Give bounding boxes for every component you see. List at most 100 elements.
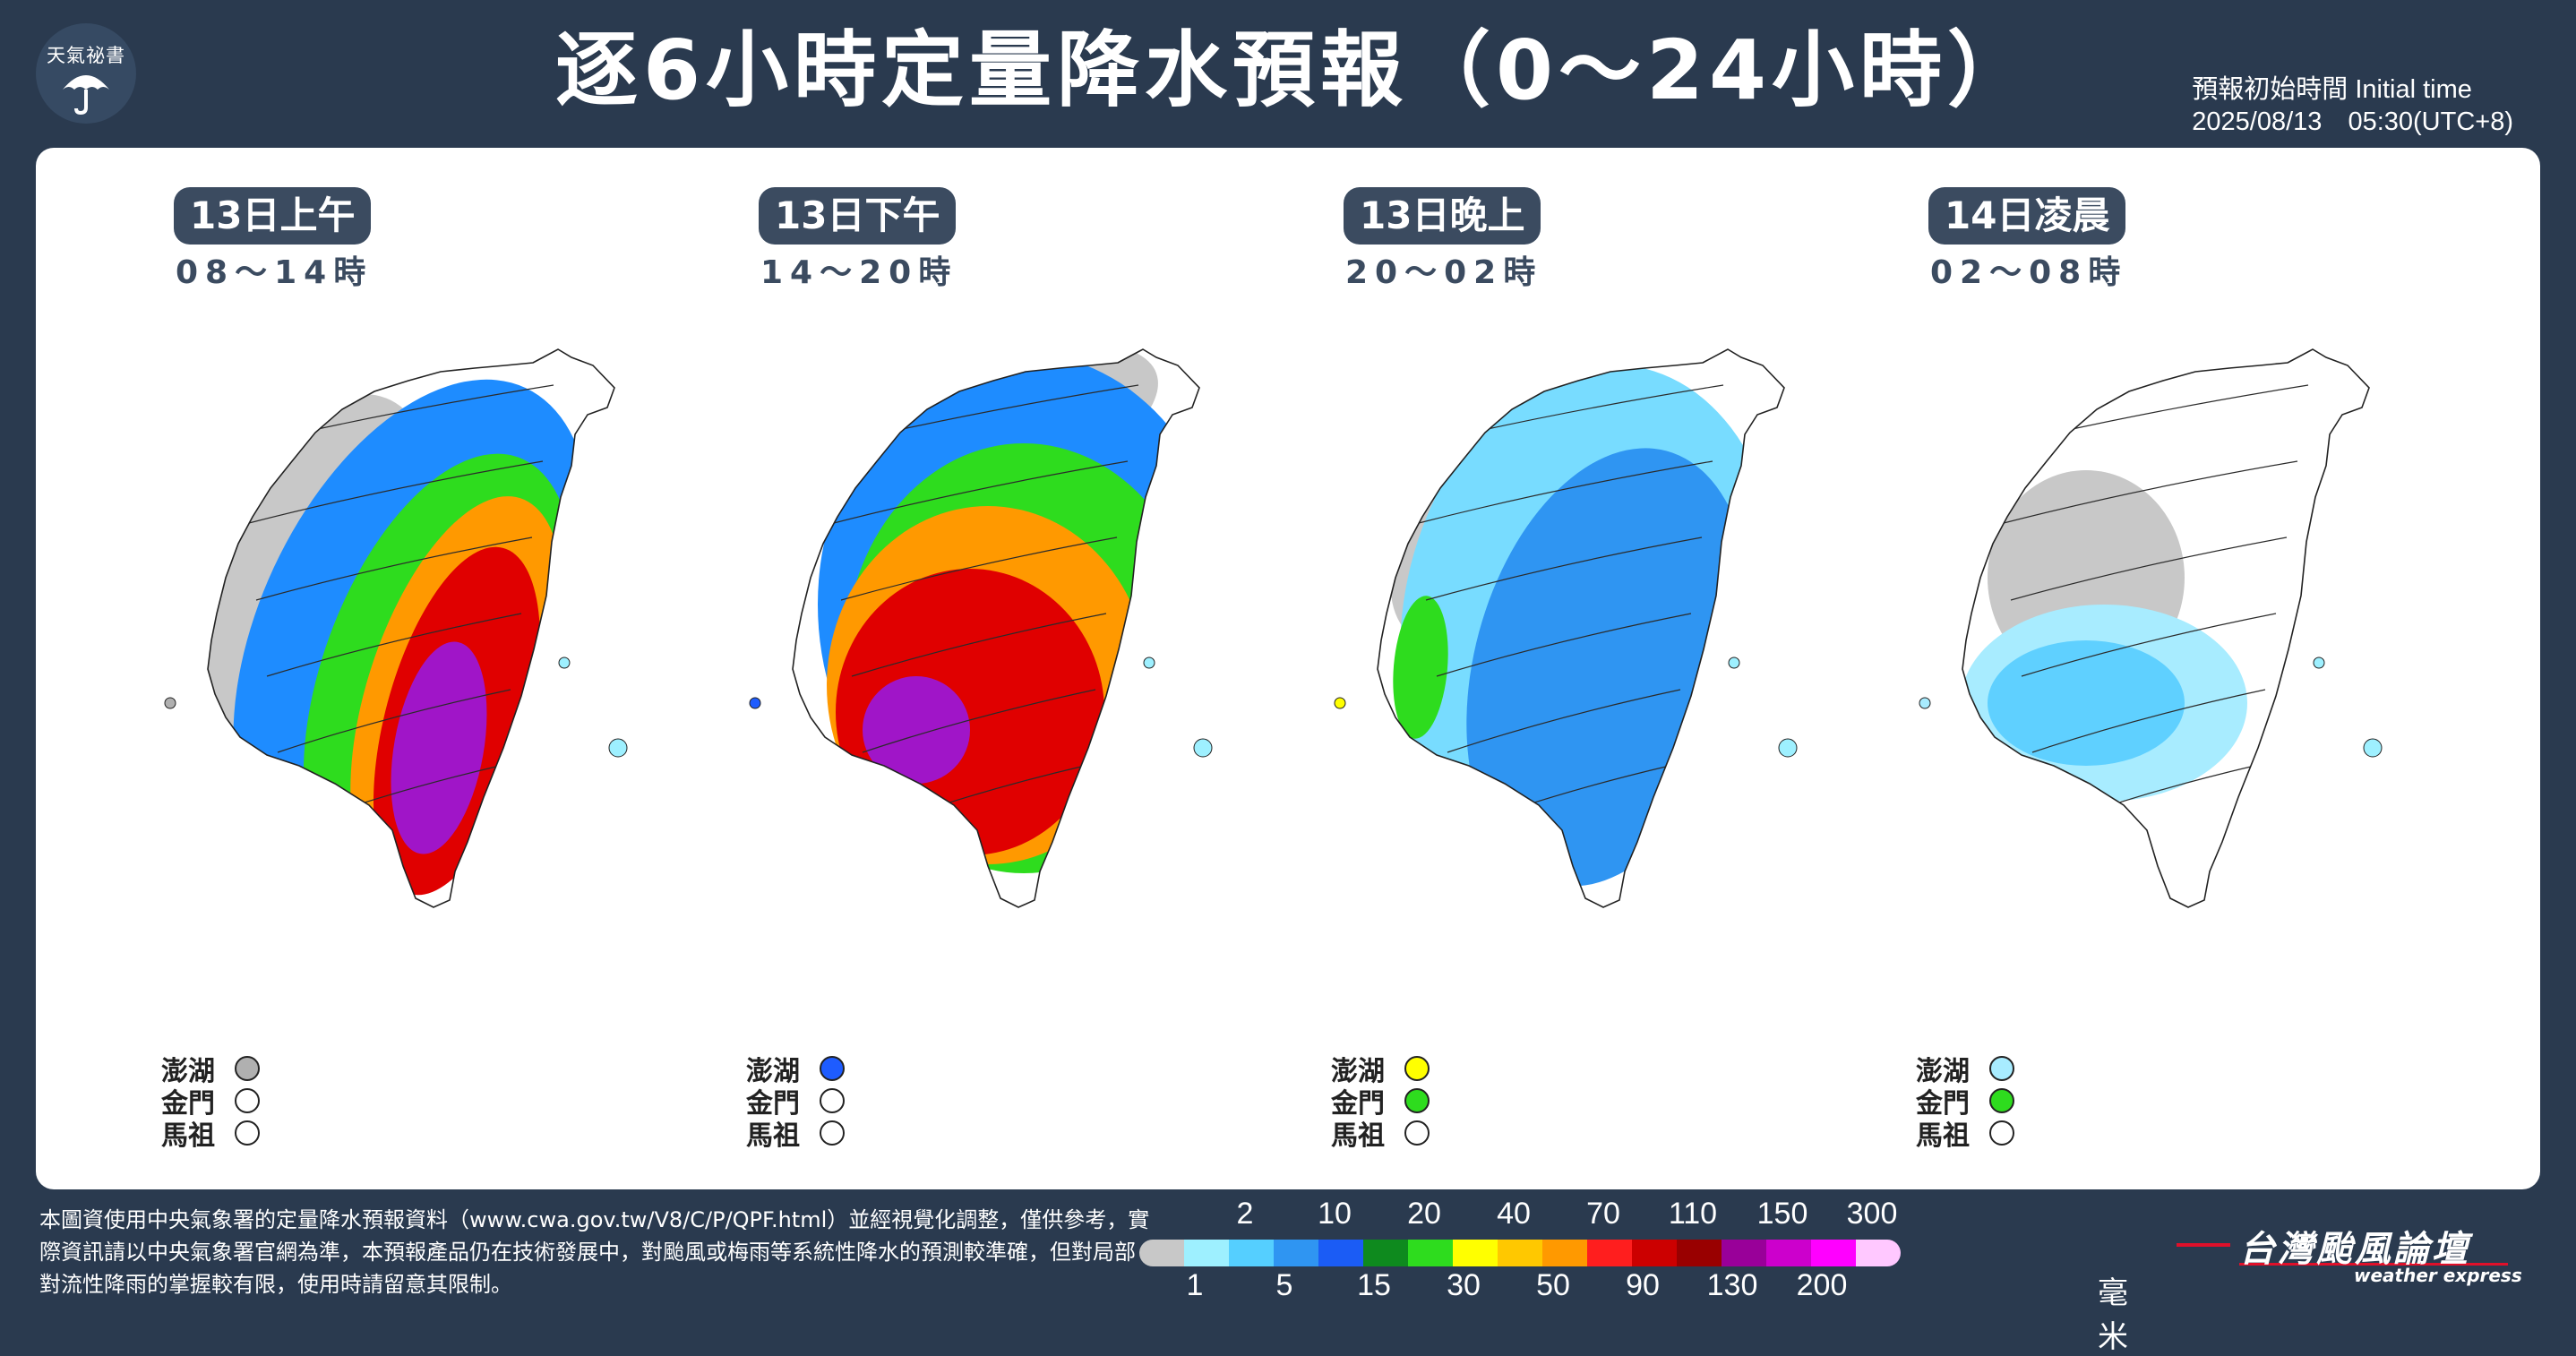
legend-swatch: [1632, 1240, 1677, 1266]
legend-swatch: [1453, 1240, 1498, 1266]
legend-swatch: [1274, 1240, 1318, 1266]
county-border: [808, 349, 1150, 373]
initial-time-label: 預報初始時間 Initial time: [2192, 75, 2472, 104]
legend-swatch: [1184, 1240, 1229, 1266]
legend-tick-top: 20: [1407, 1197, 1441, 1231]
county-border: [245, 460, 544, 525]
county-border: [829, 460, 1129, 525]
offshore-island: [749, 697, 761, 709]
legend-swatch: [1677, 1240, 1722, 1266]
island-rain-dot: [1989, 1088, 2014, 1113]
offshore-island: [1334, 697, 1346, 709]
offshore-island: [558, 657, 571, 669]
county-border: [255, 536, 533, 601]
time-range: 14～20時: [760, 254, 958, 291]
island-rain-dot: [1404, 1120, 1430, 1146]
legend-swatch: [1139, 1240, 1184, 1266]
brand-logo: 台灣颱風論壇 weather express: [2177, 1214, 2553, 1295]
forecast-panel-2: 13日下午 14～20時 澎湖 金門 馬祖: [648, 148, 1230, 1189]
island-name: 金門: [161, 1088, 215, 1120]
period-label: 13日上午: [174, 187, 372, 245]
island-row: 澎湖: [1916, 1052, 2014, 1087]
legend-tick-top: 150: [1756, 1197, 1808, 1231]
county-border: [840, 536, 1118, 601]
legend-color-bar: [1139, 1240, 1901, 1266]
forecast-panel-3: 13日晚上 20～02時 澎湖 金門 馬祖: [1232, 148, 1815, 1189]
island-rain-dot: [235, 1056, 260, 1081]
legend-tick-bottom: 130: [1706, 1268, 1758, 1302]
taiwan-rainfall-map: [1334, 348, 1798, 908]
island-name: 馬祖: [746, 1120, 800, 1152]
island-row: 馬祖: [1916, 1117, 2014, 1152]
header: 天氣祕書 逐6小時定量降水預報（0～24小時） 預報初始時間 Initial t…: [0, 0, 2576, 148]
island-row: 金門: [1331, 1085, 1430, 1120]
footer: 本圖資使用中央氣象署的定量降水預報資料（www.cwa.gov.tw/V8/C/…: [0, 1189, 2576, 1355]
taiwan-rainfall-map: [164, 348, 628, 908]
legend-swatch: [1229, 1240, 1274, 1266]
legend-tick-bottom: 30: [1447, 1268, 1481, 1302]
legend-unit: 毫米: [2098, 1275, 2128, 1355]
taiwan-rainfall-map: [1919, 348, 2383, 908]
county-border: [1414, 460, 1713, 525]
coastline: [792, 348, 1200, 908]
brand-name: 台灣颱風論壇: [2239, 1229, 2470, 1270]
taiwan-rainfall-map: [749, 348, 1213, 908]
island-name: 馬祖: [1331, 1120, 1385, 1152]
island-row: 馬祖: [746, 1117, 845, 1152]
forecast-panel-4: 14日凌晨 02～08時 澎湖 金門 馬祖: [1817, 148, 2400, 1189]
island-rain-dot: [235, 1120, 260, 1146]
legend-swatch: [1408, 1240, 1453, 1266]
county-border: [2031, 689, 2266, 753]
island-rain-dot: [1989, 1120, 2014, 1146]
map-board: 13日上午 08～14時 澎湖 金門 馬祖 13日下午 14～20時 澎湖 金門 馬祖 …: [36, 148, 2540, 1189]
island-rain-dot: [1989, 1056, 2014, 1081]
county-border: [1999, 460, 2298, 525]
county-border: [266, 613, 522, 677]
brand-subtitle: weather express: [2354, 1265, 2522, 1286]
legend-tick-top: 2: [1236, 1197, 1254, 1231]
legend-tick-top: 300: [1846, 1197, 1898, 1231]
rain-zone: [1393, 596, 1448, 739]
legend-tick-bottom: 5: [1275, 1268, 1293, 1302]
island-name: 金門: [1331, 1088, 1385, 1120]
legend-swatch: [1318, 1240, 1363, 1266]
island-row: 金門: [1916, 1085, 2014, 1120]
legend-tick-top: 40: [1497, 1197, 1531, 1231]
county-border: [851, 613, 1107, 677]
coastline: [1377, 348, 1785, 908]
brand-underline: [2239, 1263, 2508, 1266]
island-name: 澎湖: [161, 1056, 215, 1087]
legend-swatch: [1766, 1240, 1811, 1266]
disclaimer: 本圖資使用中央氣象署的定量降水預報資料（www.cwa.gov.tw/V8/C/…: [39, 1207, 1150, 1297]
islands-legend: 澎湖 金門 馬祖: [746, 1052, 845, 1152]
county-border: [1393, 349, 1735, 373]
island-row: 澎湖: [161, 1052, 260, 1087]
offshore-island: [164, 697, 176, 709]
offshore-island: [2313, 657, 2325, 669]
period-label: 13日晚上: [1344, 187, 1541, 245]
islands-legend: 澎湖 金門 馬祖: [161, 1052, 260, 1152]
legend-swatch: [1722, 1240, 1766, 1266]
offshore-island: [608, 738, 628, 758]
island-row: 馬祖: [1331, 1117, 1430, 1152]
brand-accent-line: [2177, 1243, 2230, 1247]
county-border: [2021, 613, 2277, 677]
island-name: 馬祖: [161, 1120, 215, 1152]
rainfall-legend: 毫米 2 10 20 40 70 110 150 300 1 5 15 30 50 90 130 200: [1139, 1197, 2128, 1355]
legend-tick-bottom: 1: [1186, 1268, 1204, 1302]
island-name: 金門: [746, 1088, 800, 1120]
island-rain-dot: [235, 1088, 260, 1113]
offshore-island: [1193, 738, 1213, 758]
county-border: [223, 349, 565, 373]
coastline: [1962, 348, 2370, 908]
legend-tick-bottom: 50: [1536, 1268, 1570, 1302]
county-border: [2010, 536, 2288, 601]
island-name: 金門: [1916, 1088, 1970, 1120]
island-rain-dot: [820, 1120, 845, 1146]
coastline: [207, 348, 615, 908]
island-row: 澎湖: [1331, 1052, 1430, 1087]
island-row: 馬祖: [161, 1117, 260, 1152]
legend-tick-top: 10: [1318, 1197, 1352, 1231]
county-border: [862, 689, 1096, 753]
island-rain-dot: [1404, 1056, 1430, 1081]
